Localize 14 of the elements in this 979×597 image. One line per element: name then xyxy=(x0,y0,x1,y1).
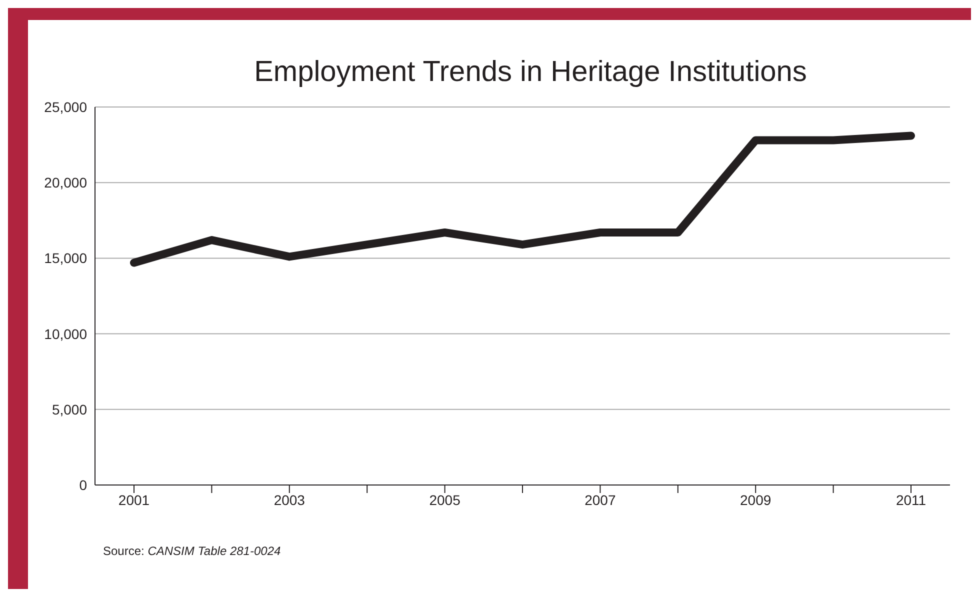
y-tick-label: 5,000 xyxy=(52,401,88,418)
x-tick-label: 2001 xyxy=(118,492,150,508)
y-tick-label: 20,000 xyxy=(44,174,88,191)
y-tick-label: 25,000 xyxy=(44,98,88,115)
x-tick-label: 2011 xyxy=(896,492,926,508)
chart-title: Employment Trends in Heritage Institutions xyxy=(253,56,808,89)
x-tick-label: 2007 xyxy=(584,492,616,508)
x-tick-label: 2003 xyxy=(274,492,306,508)
source-note: Source: CANSIM Table 281-0024 xyxy=(103,544,281,558)
x-tick-label: 2009 xyxy=(740,492,772,508)
y-tick-label: 15,000 xyxy=(44,250,88,266)
x-tick-label: 2005 xyxy=(429,492,461,508)
y-tick-label: 10,000 xyxy=(44,326,88,342)
y-tick-label: 0 xyxy=(79,476,88,493)
